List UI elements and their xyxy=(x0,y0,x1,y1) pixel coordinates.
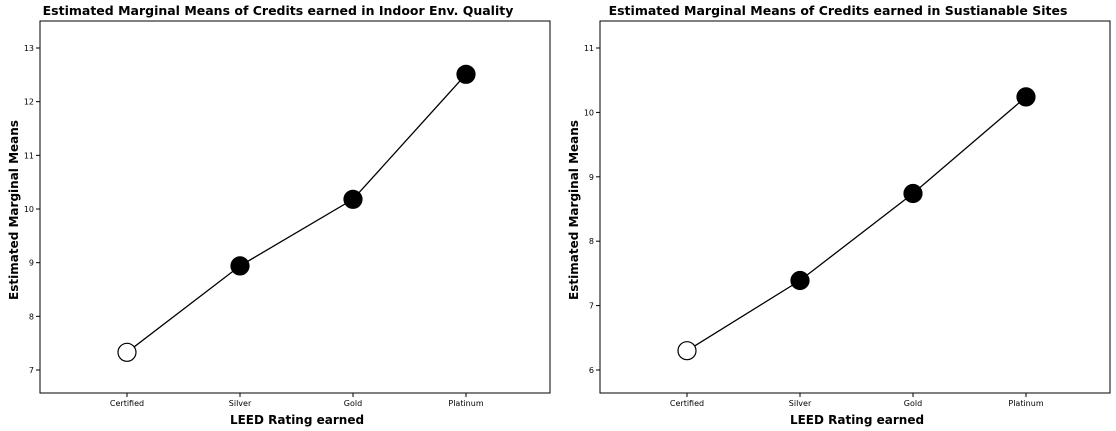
data-point xyxy=(790,270,810,291)
y-tick-label: 7 xyxy=(29,366,34,375)
data-point xyxy=(903,183,923,204)
chart-title: Estimated Marginal Means of Credits earn… xyxy=(42,3,514,18)
y-tick-label: 10 xyxy=(24,205,34,214)
x-tick-label: Platinum xyxy=(1008,399,1043,408)
series-line xyxy=(126,73,467,353)
plot-area: 6 7 8 9 10 11 Certified Silver Gold Platinum xyxy=(584,20,1111,408)
data-point xyxy=(677,341,697,361)
y-tick-label: 9 xyxy=(29,259,34,268)
chart-panel-sustainable-sites: Estimated Marginal Means of Credits earn… xyxy=(560,0,1116,431)
y-tick-label: 12 xyxy=(24,98,34,107)
x-tick-label: Certified xyxy=(110,399,144,408)
y-tick-label: 13 xyxy=(24,44,34,53)
y-tick-label: 7 xyxy=(589,302,594,311)
plot-frame xyxy=(599,20,1111,394)
x-axis-label: LEED Rating earned xyxy=(229,413,365,427)
data-point xyxy=(117,342,137,362)
chart-title: Estimated Marginal Means of Credits earn… xyxy=(608,3,1068,18)
x-tick-label: Silver xyxy=(789,399,812,408)
data-point xyxy=(230,256,250,276)
x-tick-label: Silver xyxy=(229,399,252,408)
x-tick-label: Platinum xyxy=(448,399,483,408)
y-tick-label: 11 xyxy=(584,44,594,53)
y-tick-label: 8 xyxy=(589,237,594,246)
data-point xyxy=(456,64,476,84)
x-tick-label: Certified xyxy=(670,399,704,408)
y-tick-label: 8 xyxy=(29,312,34,321)
series-line xyxy=(686,96,1027,352)
y-tick-label: 9 xyxy=(589,173,594,182)
data-point xyxy=(343,189,363,209)
data-point xyxy=(1016,87,1036,107)
x-tick-label: Gold xyxy=(344,399,362,408)
chart-panel-indoor-env-quality: Estimated Marginal Means of Credits earn… xyxy=(0,0,556,431)
y-tick-label: 10 xyxy=(584,108,594,117)
plot-frame xyxy=(39,20,551,394)
x-axis-label: LEED Rating earned xyxy=(789,413,925,427)
y-tick-label: 6 xyxy=(589,366,594,375)
x-tick-label: Gold xyxy=(904,399,922,408)
plot-area: 7 8 9 10 11 12 13 Certified Silver Gold Platinum xyxy=(24,20,551,408)
y-tick-label: 11 xyxy=(24,151,34,160)
